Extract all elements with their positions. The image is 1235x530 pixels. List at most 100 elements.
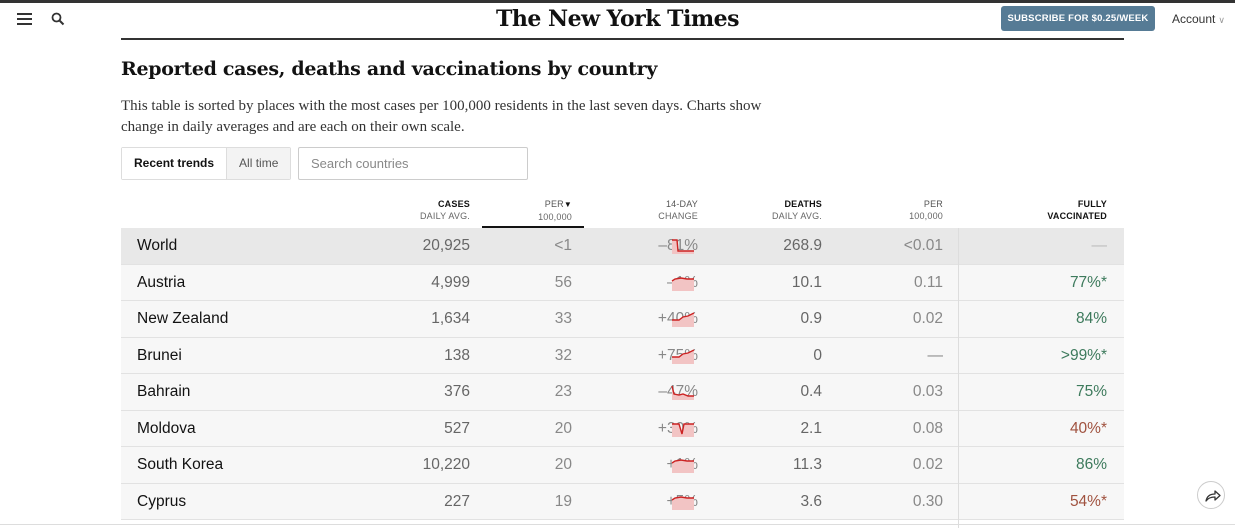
col-change-header: 14-DAY CHANGE [658,198,698,222]
country-name: Brunei [137,346,182,364]
cases-daily-avg: 20,925 [422,237,470,254]
country-name: Austria [137,273,186,291]
cases-per-100k: 33 [554,310,572,327]
deaths-per-100k: — [927,346,944,364]
sort-desc-icon: ▼ [563,200,572,209]
fully-vaccinated: 84% [1075,310,1107,327]
trend-sparkline [672,422,694,437]
trend-sparkline [672,312,695,327]
col-deaths-per-header[interactable]: PER 100,000 [909,198,943,222]
country-name: Cyprus [137,492,187,510]
table-header: CASES DAILY AVG. PER▼ 100,000 14-DAY CHA… [121,195,1124,228]
cases-per-100k: 20 [554,419,572,437]
cases-per-100k: 20 [554,456,572,473]
col-vaccinated-bottom: VACCINATED [1047,211,1107,221]
hamburger-menu-icon[interactable] [17,13,32,25]
account-menu[interactable]: Account ∨ [1172,12,1225,26]
fully-vaccinated: 77%* [1069,273,1107,291]
col-cases-bottom: DAILY AVG. [419,211,470,221]
deaths-per-100k: 0.03 [912,383,943,400]
page-title: Reported cases, deaths and vaccinations … [121,58,658,80]
country-name: South Korea [137,456,224,473]
cases-daily-avg: 376 [444,383,470,400]
tab-recent-trends[interactable]: Recent trends [122,148,228,179]
deaths-daily-avg: 3.6 [800,492,822,510]
deaths-per-100k: <0.01 [903,237,943,254]
deaths-daily-avg: 0 [813,346,822,364]
trend-sparkline [672,348,695,364]
share-arrow-icon [1205,490,1221,502]
cases-per-100k: 23 [554,383,572,400]
col-per-top: PER [544,199,564,209]
col-cases-header[interactable]: CASES DAILY AVG. [420,198,470,222]
deaths-daily-avg: 11.3 [792,456,822,473]
table-description: This table is sorted by places with the … [121,98,762,135]
subscribe-button[interactable]: SUBSCRIBE FOR $0.25/WEEK [1001,6,1155,31]
col-change-bottom: CHANGE [658,211,698,221]
sort-indicator [482,226,584,228]
search-icon[interactable] [51,12,65,26]
deaths-daily-avg: 2.1 [800,419,822,437]
deaths-per-100k: 0.02 [912,310,943,327]
masthead: The New York Times SUBSCRIBE FOR $0.25/W… [0,3,1235,39]
country-name: New Zealand [137,310,229,327]
table-row[interactable]: Brunei 138 32 +75% 0— >99%* [121,338,1124,374]
country-name: Bahrain [137,383,191,400]
column-divider [958,228,959,528]
country-table: CASES DAILY AVG. PER▼ 100,000 14-DAY CHA… [121,195,1124,528]
table-body: World 20,925 <1 –81% 268.9 <0.01— Austria 4,999… [121,228,1124,520]
tab-all-time[interactable]: All time [227,148,291,179]
col-change-top: 14-DAY [665,199,698,209]
top-border [0,0,1235,3]
fully-vaccinated: 54%* [1069,492,1107,510]
trend-sparkline [671,276,694,291]
trend-sparkline [672,239,694,254]
fully-vaccinated: 40%* [1069,419,1107,437]
col-vaccinated-top: FULLY [1077,199,1107,209]
view-tabs: Recent trends All time [121,147,292,180]
share-button[interactable] [1197,481,1225,509]
cases-per-100k: 56 [554,273,572,291]
col-vaccinated-header[interactable]: FULLY VACCINATED [1047,198,1107,222]
deaths-per-100k: 0.30 [912,492,943,510]
cases-daily-avg: 138 [444,346,470,364]
cases-daily-avg: 227 [444,492,470,510]
table-row[interactable]: Bahrain 376 23 –47% 0.4 0.03 75% [121,374,1124,411]
cases-daily-avg: 4,999 [431,273,470,291]
table-row[interactable]: New Zealand 1,634 33 +40% 0.9 0.02 84% [121,301,1124,338]
table-row[interactable]: World 20,925 <1 –81% 268.9 <0.01— [121,228,1124,265]
deaths-daily-avg: 268.9 [783,237,822,254]
country-search-input[interactable] [298,147,528,180]
bottom-border [0,524,1235,525]
section-rule [121,38,1124,40]
cases-daily-avg: 10,220 [422,456,470,473]
cases-per-100k: 19 [554,492,572,510]
trend-sparkline [671,385,694,400]
deaths-daily-avg: 0.4 [800,383,822,400]
account-label: Account [1172,12,1216,26]
col-deaths-header[interactable]: DEATHS DAILY AVG. [772,198,822,222]
deaths-daily-avg: 0.9 [800,310,822,327]
country-name: World [137,237,178,254]
trend-sparkline [671,459,694,473]
deaths-per-100k: 0.08 [912,419,943,437]
cases-daily-avg: 1,634 [431,310,470,327]
cases-per-100k: 32 [554,346,572,364]
deaths-per-100k: 0.02 [912,456,943,473]
col-deaths-bottom: DAILY AVG. [771,211,822,221]
col-deaths-per-top: PER [923,199,943,209]
chevron-down-icon: ∨ [1218,15,1225,25]
deaths-per-100k: 0.11 [913,273,943,291]
nyt-logo[interactable]: The New York Times [495,6,740,32]
col-per-bottom: 100,000 [538,212,572,222]
country-name: Moldova [137,419,196,437]
col-per-header[interactable]: PER▼ 100,000 [538,198,572,223]
cases-per-100k: <1 [554,237,572,254]
fully-vaccinated: >99%* [1060,346,1107,364]
fully-vaccinated: — [1091,237,1108,254]
col-deaths-top: DEATHS [784,199,822,209]
